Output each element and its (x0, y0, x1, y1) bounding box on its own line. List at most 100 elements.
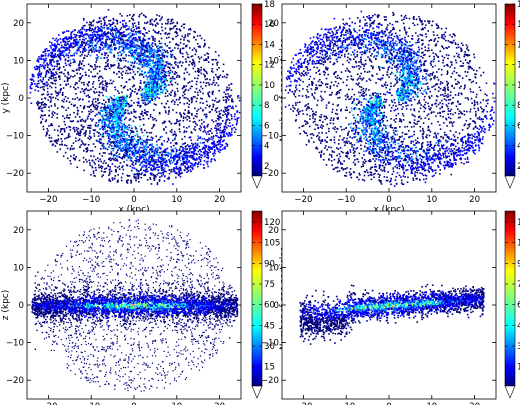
heatmap-cell (166, 72, 168, 74)
heatmap-cell (164, 43, 166, 45)
heatmap-cell (190, 162, 192, 164)
heatmap-cell (119, 46, 121, 48)
heatmap-cell (30, 87, 32, 89)
heatmap-cell (185, 68, 187, 70)
heatmap-cell (51, 42, 53, 44)
heatmap-cell (106, 25, 108, 27)
heatmap-cell (185, 161, 187, 163)
heatmap-cell (68, 133, 70, 135)
heatmap-cell (40, 76, 42, 78)
heatmap-cell (146, 161, 148, 163)
heatmap-cell (127, 15, 129, 17)
heatmap-cell (89, 40, 91, 42)
heatmap-cell (207, 163, 209, 165)
heatmap-cell (42, 79, 44, 81)
heatmap-cell (52, 125, 54, 127)
heatmap-cell (225, 96, 227, 98)
heatmap-cell (125, 109, 127, 111)
heatmap-cell (114, 143, 116, 145)
heatmap-cell (200, 102, 202, 104)
heatmap-cell (82, 27, 84, 29)
heatmap-cell (68, 57, 70, 59)
heatmap-cell (160, 64, 162, 66)
heatmap-cell (143, 34, 145, 36)
heatmap-cell (39, 102, 41, 104)
heatmap-cell (129, 139, 131, 141)
heatmap-cell (217, 64, 219, 66)
heatmap-cell (179, 156, 181, 158)
heatmap-cell (228, 84, 230, 86)
heatmap-cell (61, 106, 63, 108)
heatmap-cell (69, 60, 71, 62)
heatmap-cell (85, 148, 87, 150)
heatmap-cell (119, 97, 121, 99)
heatmap-cell (176, 112, 178, 114)
heatmap-cell (124, 48, 126, 50)
heatmap-cell (215, 51, 217, 53)
heatmap-cell (55, 53, 57, 55)
heatmap-cell (116, 40, 118, 42)
heatmap-cell (123, 154, 125, 156)
heatmap-cell (66, 127, 68, 129)
heatmap-cell (127, 89, 129, 91)
heatmap-cell (179, 112, 181, 114)
heatmap-cell (41, 114, 43, 116)
heatmap-cell (109, 127, 111, 129)
heatmap-cell (151, 36, 153, 38)
heatmap-cell (200, 125, 202, 127)
heatmap-cell (133, 26, 135, 28)
heatmap-cell (152, 71, 154, 73)
heatmap-cell (83, 133, 85, 135)
heatmap-cell (119, 125, 121, 127)
heatmap-cell (71, 104, 73, 106)
heatmap-cell (162, 64, 164, 66)
heatmap-cell (52, 49, 54, 51)
heatmap-cell (53, 61, 55, 63)
heatmap-cell (170, 142, 172, 144)
heatmap-cell (155, 44, 157, 46)
heatmap-cell (99, 36, 101, 38)
heatmap-cell (83, 108, 85, 110)
heatmap-cell (84, 49, 86, 51)
heatmap-cell (199, 58, 201, 60)
heatmap-cell (188, 74, 190, 76)
heatmap-cell (42, 118, 44, 120)
heatmap-cell (123, 123, 125, 125)
heatmap-cell (168, 139, 170, 141)
heatmap-cell (165, 51, 167, 53)
heatmap-cell (88, 106, 90, 108)
heatmap-cell (129, 119, 131, 121)
heatmap-cell (205, 131, 207, 133)
heatmap-cell (206, 71, 208, 73)
heatmap-cell (85, 133, 87, 135)
heatmap-cell (90, 174, 92, 176)
heatmap-cell (82, 99, 84, 101)
heatmap-cell (208, 84, 210, 86)
heatmap-cell (98, 112, 100, 114)
heatmap-cell (109, 169, 111, 171)
heatmap-cell (69, 136, 71, 138)
heatmap-cell (43, 62, 45, 64)
heatmap-cell (83, 161, 85, 163)
heatmap-cell (69, 40, 71, 42)
heatmap-cell (66, 30, 68, 32)
heatmap-cell (189, 33, 191, 35)
heatmap-cell (102, 110, 104, 112)
heatmap-cell (187, 33, 189, 35)
heatmap-cell (122, 141, 124, 143)
heatmap-cell (204, 43, 206, 45)
heatmap-cell (204, 126, 206, 128)
heatmap-cell (170, 163, 172, 165)
heatmap-cell (42, 115, 44, 117)
heatmap-cell (93, 133, 95, 135)
heatmap-cell (152, 137, 154, 139)
heatmap-cell (138, 26, 140, 28)
heatmap-cell (163, 106, 165, 108)
heatmap-cell (121, 77, 123, 79)
heatmap-cell (194, 115, 196, 117)
heatmap-cell (49, 77, 51, 79)
heatmap-cell (131, 49, 133, 51)
heatmap-cell (105, 80, 107, 82)
heatmap-cell (88, 115, 90, 117)
heatmap-cell (168, 107, 170, 109)
